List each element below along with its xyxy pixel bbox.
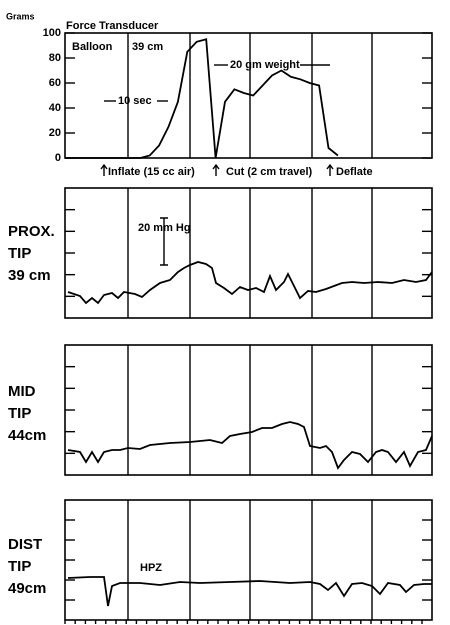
panel-frame <box>64 499 433 621</box>
note: HPZ <box>140 562 162 574</box>
title: Force Transducer <box>66 20 159 32</box>
panel-label: DIST <box>8 536 42 553</box>
panel-frame <box>64 344 433 476</box>
annotation: Cut (2 cm travel) <box>226 166 313 178</box>
y-tick-label: 40 <box>49 102 61 114</box>
y-tick-label: 0 <box>55 152 61 164</box>
panel-frame <box>64 187 433 319</box>
annotation: Deflate <box>336 166 373 178</box>
y-tick-label: 80 <box>49 52 61 64</box>
panel-label: PROX. <box>8 223 55 240</box>
annotation: Balloon <box>72 41 113 53</box>
y-unit: Grams <box>6 11 35 21</box>
annotation: Inflate (15 cc air) <box>108 166 195 178</box>
panel-label: 49cm <box>8 580 46 597</box>
annotation: 20 gm weight <box>230 59 300 71</box>
panel-label: 44cm <box>8 427 46 444</box>
panel-label: TIP <box>8 245 31 262</box>
panel-label: TIP <box>8 405 31 422</box>
y-tick-label: 20 <box>49 127 61 139</box>
annotation: 10 sec <box>118 95 152 107</box>
arrows <box>100 163 334 176</box>
trace <box>67 576 432 607</box>
annotation: 39 cm <box>132 41 163 53</box>
scale-bar <box>160 217 168 266</box>
force-line <box>65 38 339 159</box>
y-tick-label: 60 <box>49 77 61 89</box>
y-tick-label: 100 <box>43 27 61 39</box>
panel-frame <box>64 32 433 159</box>
panel-label: MID <box>8 383 36 400</box>
trace <box>67 421 433 470</box>
trace <box>67 261 433 305</box>
panel-label: TIP <box>8 558 31 575</box>
panel-label: 39 cm <box>8 267 51 284</box>
